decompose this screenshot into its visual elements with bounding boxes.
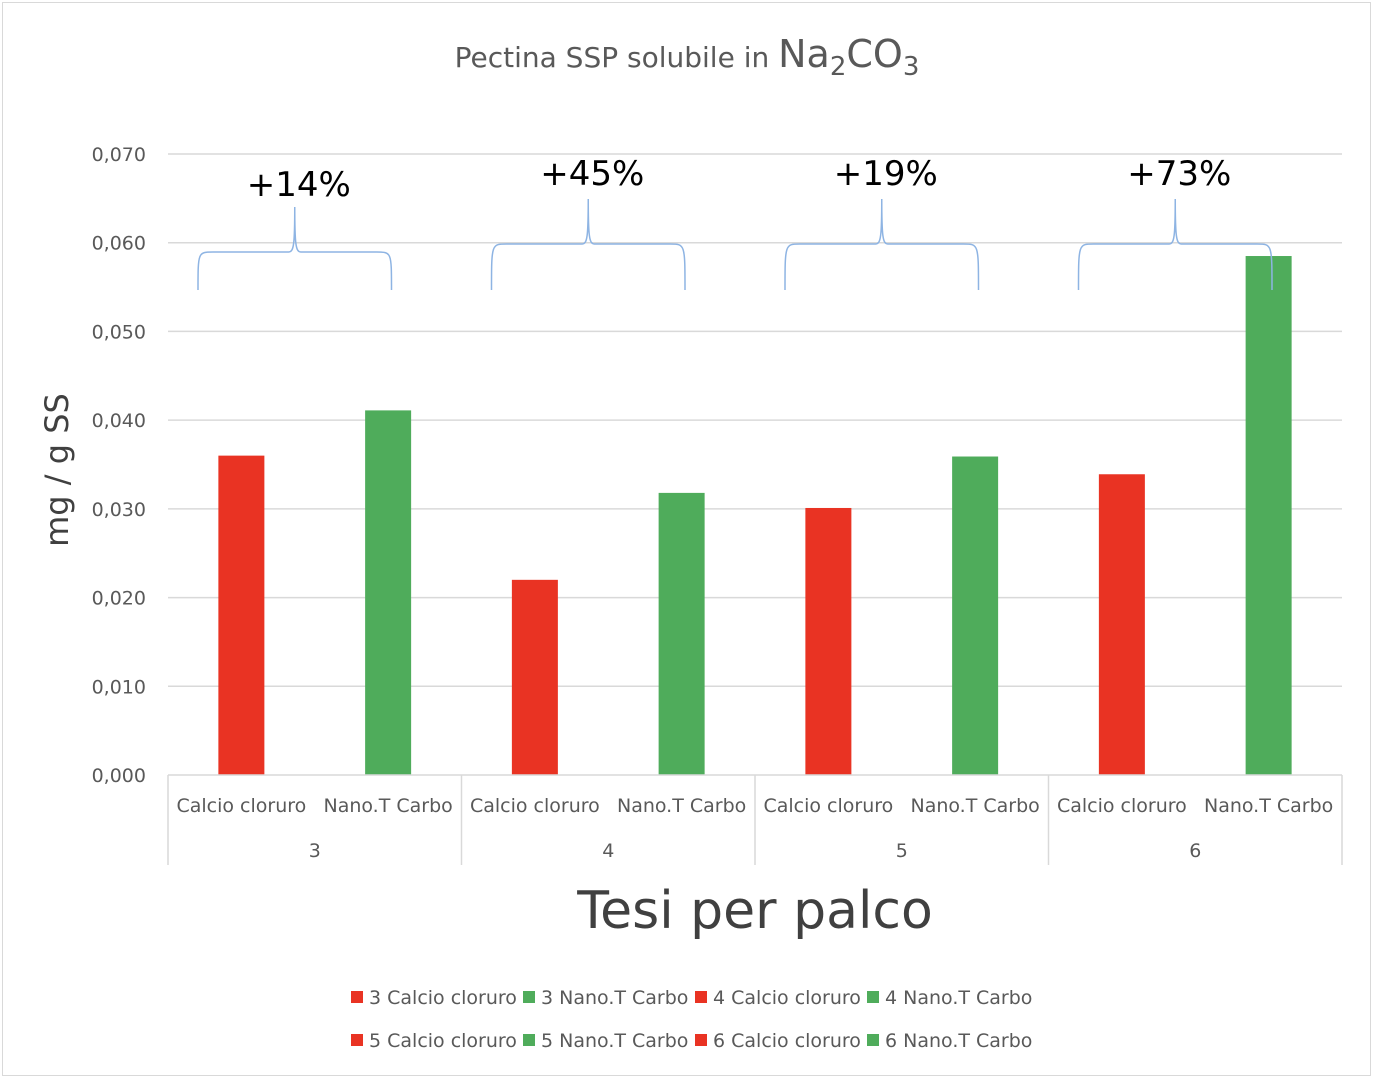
y-tick-label: 0,000 [92,765,146,787]
legend-label: 5 Calcio cloruro [369,1030,517,1052]
legend-swatch [351,1034,363,1046]
legend-label: 4 Nano.T Carbo [885,987,1032,1009]
x-tick-label: Calcio cloruro [763,795,893,817]
legend-item: 5 Calcio cloruro [351,1030,517,1052]
y-tick-label: 0,050 [92,321,146,343]
percent-annotation: +73% [1127,154,1231,194]
bar-3-nano-t-carbo [365,410,412,775]
y-tick-label: 0,010 [92,676,146,698]
legend-swatch [523,1034,535,1046]
legend-label: 3 Calcio cloruro [369,987,517,1009]
bar-4-nano-t-carbo [658,492,705,775]
legend-swatch [695,1034,707,1046]
bar-3-calcio-cloruro [218,455,265,775]
legend-label: 6 Nano.T Carbo [885,1030,1032,1052]
legend-item: 3 Calcio cloruro [351,987,517,1009]
legend-swatch [351,991,363,1003]
x-axis-label: Tesi per palco [576,881,933,941]
legend-item: 4 Calcio cloruro [695,987,861,1009]
legend-swatch [867,991,879,1003]
legend-swatch [523,991,535,1003]
brace [490,198,686,291]
y-tick-label: 0,070 [92,144,146,166]
legend-label: 4 Calcio cloruro [713,987,861,1009]
y-tick-label: 0,030 [92,499,146,521]
percent-annotation: +19% [834,154,938,194]
x-tick-label: Nano.T Carbo [323,795,452,817]
x-tick-label: Nano.T Carbo [1204,795,1333,817]
percent-annotation: +14% [247,165,351,205]
bar-5-calcio-cloruro [805,507,852,775]
legend-item: 5 Nano.T Carbo [523,1030,688,1052]
legend-swatch [867,1034,879,1046]
bar-6-calcio-cloruro [1098,474,1145,775]
y-tick-label: 0,020 [92,588,146,610]
legend-swatch [695,991,707,1003]
legend-label: 6 Calcio cloruro [713,1030,861,1052]
legend-label: 5 Nano.T Carbo [541,1030,688,1052]
bar-6-nano-t-carbo [1245,256,1292,775]
chart-title: Pectina SSP solubile in Na2CO3 [455,32,920,82]
group-label: 5 [896,840,908,862]
brace [197,206,393,291]
x-tick-label: Calcio cloruro [176,795,306,817]
legend-item: 3 Nano.T Carbo [523,987,688,1009]
brace [1077,198,1273,291]
title-prefix: Pectina SSP solubile in [455,41,779,74]
group-label: 4 [602,840,614,862]
legend-item: 4 Nano.T Carbo [867,987,1032,1009]
group-label: 3 [309,840,321,862]
legend-item: 6 Calcio cloruro [695,1030,861,1052]
x-tick-label: Nano.T Carbo [910,795,1039,817]
y-tick-label: 0,060 [92,233,146,255]
x-tick-label: Nano.T Carbo [617,795,746,817]
x-tick-label: Calcio cloruro [470,795,600,817]
bar-5-nano-t-carbo [952,456,999,775]
y-tick-label: 0,040 [92,410,146,432]
y-axis-label: mg / g SS [38,393,76,547]
percent-annotation: +45% [540,154,644,194]
brace [784,198,980,291]
x-tick-label: Calcio cloruro [1057,795,1187,817]
legend-label: 3 Nano.T Carbo [541,987,688,1009]
bar-4-calcio-cloruro [511,579,558,775]
group-label: 6 [1189,840,1201,862]
legend-item: 6 Nano.T Carbo [867,1030,1032,1052]
